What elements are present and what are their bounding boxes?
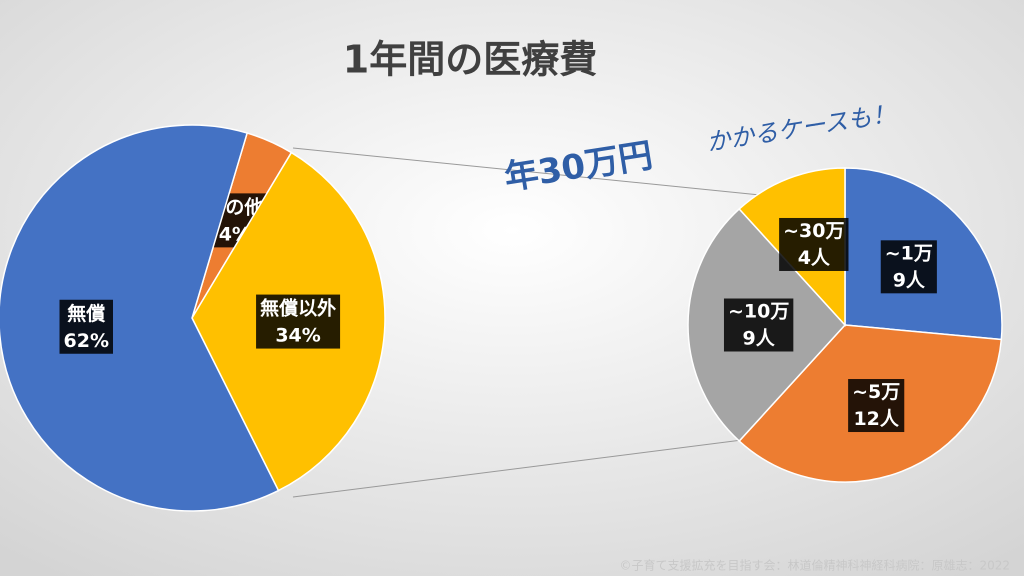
connector [292,147,761,196]
label-category: 無償以外 [260,297,336,320]
label-category: 無償 [67,302,105,325]
label-value: 62% [64,330,109,352]
connector [292,439,743,498]
data-label: ~10万 9人 [723,298,794,352]
pie-slice [0,124,280,512]
label-value: 4人 [798,247,831,269]
footer: ©子育て支援拡充を目指す会：林道倫精神科神経科病院：原雄志：2022 [619,558,1010,573]
label-box [256,294,341,349]
label-value: 9人 [893,269,926,291]
label-value: 12人 [853,408,899,430]
label-box [880,240,937,294]
label-box [723,298,794,352]
label-value: 34% [275,325,320,347]
label-category: ~30万 [783,220,844,242]
data-label: 無償 62% [59,299,113,354]
label-box [848,379,905,433]
data-label: 無償以外 34% [256,294,341,349]
label-category: ~5万 [852,381,900,403]
label-box [779,217,849,271]
label-value: 9人 [743,328,776,350]
data-label: ~30万 4人 [779,217,849,271]
label-box [59,299,113,354]
label-category: ~1万 [885,242,933,264]
chart-title: 1年間の医療費 [343,38,597,82]
label-category: ~10万 [728,301,789,323]
